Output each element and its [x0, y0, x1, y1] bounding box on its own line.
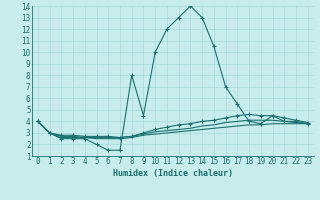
- X-axis label: Humidex (Indice chaleur): Humidex (Indice chaleur): [113, 169, 233, 178]
